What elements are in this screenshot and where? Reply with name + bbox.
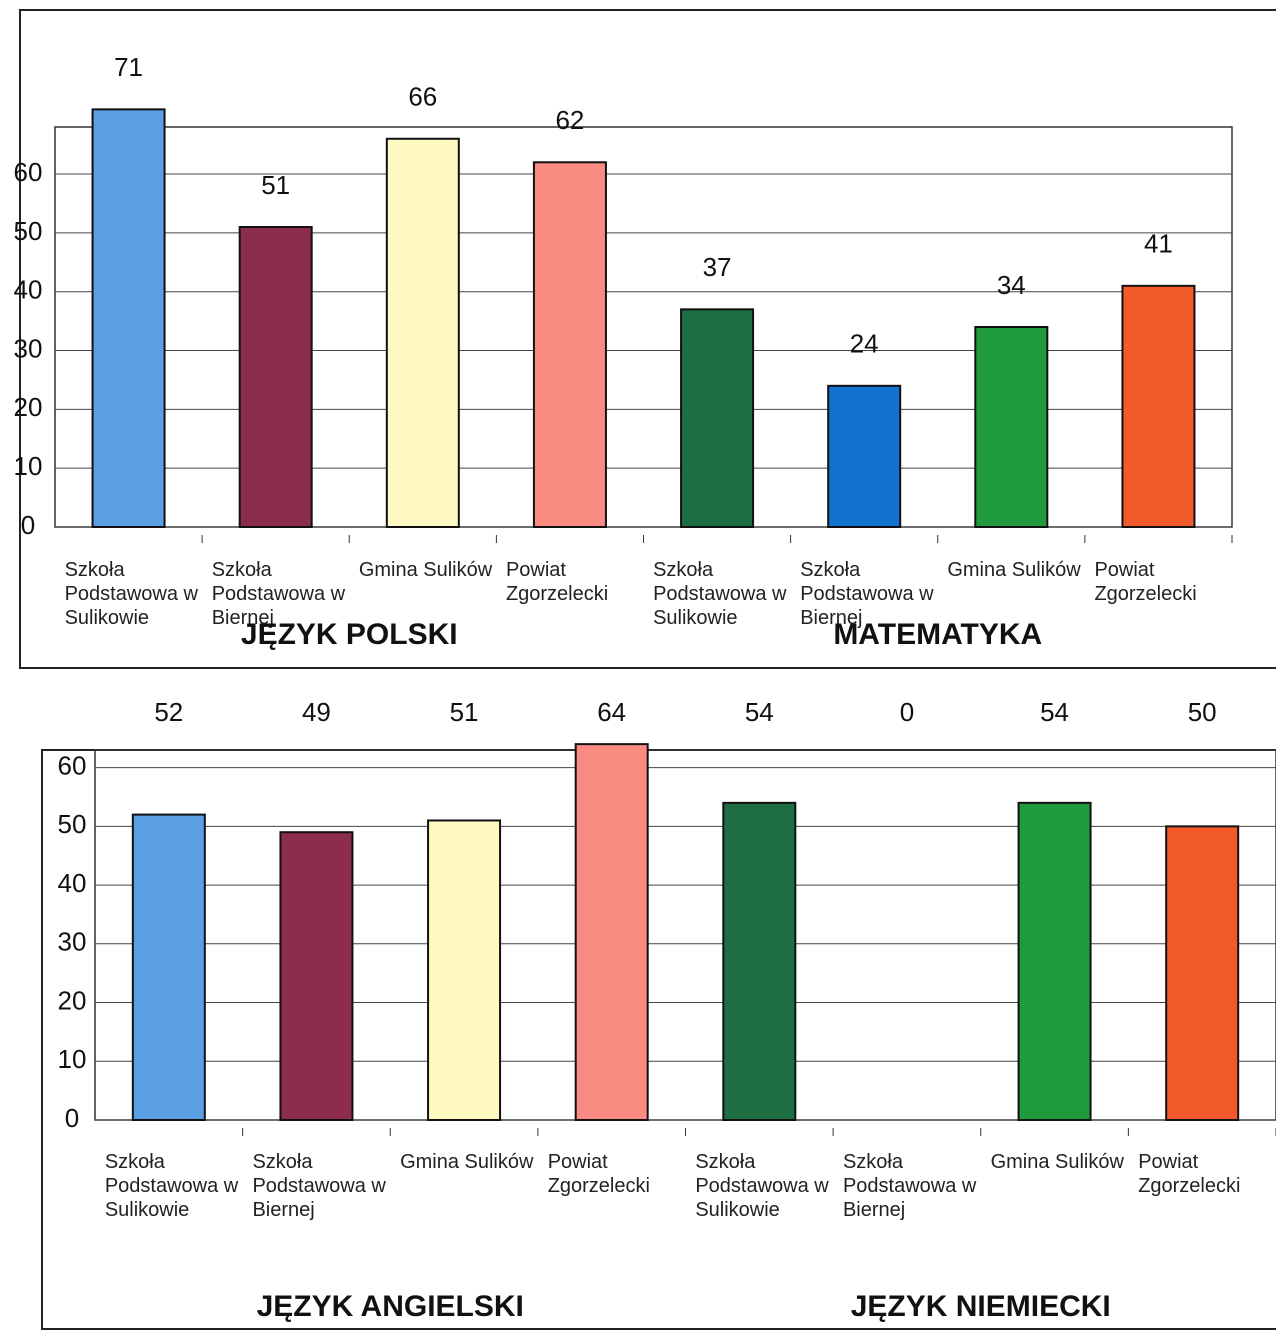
value-label: 41 [1144,229,1173,259]
y-tick-label: 30 [58,927,87,957]
x-tick-label: Powiat Zgorzelecki [547,1151,650,1197]
y-tick-label: 50 [58,809,87,839]
value-label: 51 [450,697,479,727]
y-tick-label: 20 [58,985,87,1015]
frame [19,9,1276,669]
bar [238,226,313,528]
x-tick-label: Powiat Zgorzelecki [505,559,609,605]
x-tick-label: Powiat Zgorzelecki [1094,559,1197,605]
y-tick-label: 0 [65,1103,79,1133]
value-label: 62 [555,105,584,135]
y-tick-label: 40 [58,868,87,898]
group-label: JĘZYK POLSKI [240,618,458,651]
x-tick-label: Szkoła Podstawowa w Biernej [842,1151,977,1221]
value-label: 52 [154,697,183,727]
y-tick-label: 30 [14,333,43,363]
value-label: 64 [597,697,626,727]
y-tick-label: 60 [14,157,43,187]
bar [385,137,460,528]
x-tick-label: Gmina Sulików [947,559,1081,581]
y-tick-label: 0 [21,510,35,540]
y-tick-label: 40 [14,275,43,305]
x-tick-label: Gmina Sulików [400,1151,534,1173]
y-tick-label: 20 [14,392,43,422]
x-tick-label: Gmina Sulików [358,559,493,581]
x-tick-label: Szkoła Podstawowa w Sulikowie [64,559,198,629]
bar [722,801,797,1121]
value-label: 34 [997,270,1026,300]
plot-area [54,126,1233,528]
x-tick-label: Szkoła Podstawowa w Sulikowie [104,1151,239,1221]
plot-area [94,749,1276,1121]
value-label: 24 [850,329,879,359]
x-tick-label: Szkoła Podstawowa w Biernej [252,1151,386,1221]
x-tick-label: Szkoła Podstawowa w Sulikowie [695,1151,829,1221]
bar [91,108,166,529]
x-tick-label: Powiat Zgorzelecki [1138,1151,1241,1197]
group-label: JĘZYK NIEMIECKI [850,1290,1111,1323]
value-label: 49 [302,697,331,727]
y-tick-label: 50 [14,216,43,246]
x-tick-label: Szkoła Podstawowa w Sulikowie [653,559,787,629]
bar [974,326,1049,528]
bar [680,308,755,528]
x-tick-label: Szkoła Podstawowa w Biernej [211,559,346,629]
value-label: 54 [1040,697,1069,727]
group-label: MATEMATYKA [833,618,1043,651]
bar [532,161,607,528]
bar [574,743,649,1122]
y-tick-label: 10 [14,451,43,481]
y-tick-label: 60 [58,750,87,780]
x-tick-label: Gmina Sulików [990,1151,1124,1173]
bar [279,831,354,1121]
y-tick-label: 10 [58,1044,87,1074]
bar [1165,825,1240,1121]
group-label: JĘZYK ANGIELSKI [256,1290,524,1323]
value-label: 0 [900,697,914,727]
x-tick-label: Szkoła Podstawowa w Biernej [800,559,934,629]
bar [427,819,502,1121]
value-label: 37 [703,252,732,282]
value-label: 71 [114,52,143,82]
bar [1121,284,1196,528]
bar [827,384,902,528]
value-label: 66 [408,82,437,112]
bar [1017,801,1092,1121]
bar [131,813,206,1121]
value-label: 51 [261,170,290,200]
value-label: 50 [1188,697,1217,727]
value-label: 54 [745,697,774,727]
